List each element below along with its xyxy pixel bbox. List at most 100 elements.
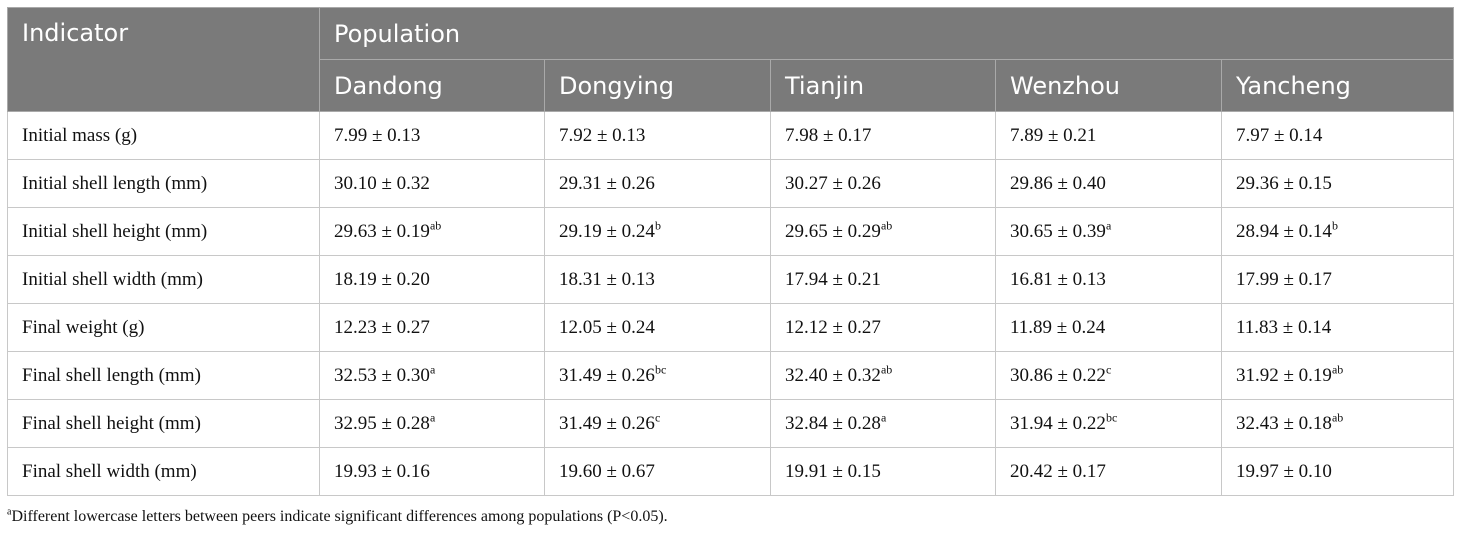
- row-label: Final shell width (mm): [7, 447, 320, 496]
- column-header: Tianjin: [770, 59, 996, 112]
- table-cell: 30.65 ± 0.39a: [995, 207, 1222, 256]
- table-cell: 32.43 ± 0.18ab: [1221, 399, 1454, 448]
- table-cell: 29.86 ± 0.40: [995, 159, 1222, 208]
- table-cell: 12.05 ± 0.24: [544, 303, 771, 352]
- table-row: Final shell width (mm) 19.93 ± 0.16 19.60 …: [7, 447, 1454, 496]
- significance-letters: ab: [1331, 362, 1344, 377]
- cell-value: 30.10 ± 0.32: [334, 172, 430, 194]
- significance-letters: bc: [654, 362, 667, 377]
- row-label: Initial shell width (mm): [7, 255, 320, 304]
- cell-value: 18.19 ± 0.20: [334, 268, 430, 290]
- table-cell: 29.65 ± 0.29ab: [770, 207, 996, 256]
- cell-value: 30.65 ± 0.39: [1010, 220, 1106, 242]
- significance-letters: a: [1105, 218, 1112, 233]
- table-row: Initial shell width (mm) 18.19 ± 0.20 18.3…: [7, 255, 1454, 304]
- significance-letters: b: [654, 218, 661, 233]
- cell-value: 19.91 ± 0.15: [785, 460, 881, 482]
- table-cell: 29.63 ± 0.19ab: [319, 207, 545, 256]
- row-label: Final shell length (mm): [7, 351, 320, 400]
- significance-letters: a: [880, 410, 887, 425]
- cell-value: 17.94 ± 0.21: [785, 268, 881, 290]
- significance-letters: a: [429, 410, 436, 425]
- cell-value: 31.92 ± 0.19: [1236, 364, 1332, 386]
- table-cell: 7.99 ± 0.13: [319, 111, 545, 160]
- significance-letters: bc: [1105, 410, 1118, 425]
- cell-value: 32.84 ± 0.28: [785, 412, 881, 434]
- table-row: Final shell height (mm) 32.95 ± 0.28a 31.4…: [7, 399, 1454, 448]
- column-header: Dandong: [319, 59, 545, 112]
- table-cell: 30.10 ± 0.32: [319, 159, 545, 208]
- footnote-marker: a: [7, 506, 12, 518]
- table-cell: 7.97 ± 0.14: [1221, 111, 1454, 160]
- table-cell: 12.23 ± 0.27: [319, 303, 545, 352]
- table-header: Indicator Population Dandong Dongying Ti…: [7, 7, 1454, 112]
- cell-value: 30.86 ± 0.22: [1010, 364, 1106, 386]
- indicator-header: Indicator: [7, 7, 320, 112]
- table-cell: 32.95 ± 0.28a: [319, 399, 545, 448]
- cell-value: 16.81 ± 0.13: [1010, 268, 1106, 290]
- table-cell: 31.94 ± 0.22bc: [995, 399, 1222, 448]
- cell-value: 32.40 ± 0.32: [785, 364, 881, 386]
- cell-value: 12.23 ± 0.27: [334, 316, 430, 338]
- table-cell: 11.83 ± 0.14: [1221, 303, 1454, 352]
- cell-value: 29.36 ± 0.15: [1236, 172, 1332, 194]
- cell-value: 19.60 ± 0.67: [559, 460, 655, 482]
- cell-value: 19.97 ± 0.10: [1236, 460, 1332, 482]
- table-cell: 32.40 ± 0.32ab: [770, 351, 996, 400]
- significance-letters: b: [1331, 218, 1338, 233]
- table-cell: 16.81 ± 0.13: [995, 255, 1222, 304]
- cell-value: 19.93 ± 0.16: [334, 460, 430, 482]
- table-cell: 29.19 ± 0.24b: [544, 207, 771, 256]
- cell-value: 11.83 ± 0.14: [1236, 316, 1332, 338]
- significance-letters: c: [654, 410, 661, 425]
- table-cell: 32.53 ± 0.30a: [319, 351, 545, 400]
- cell-value: 31.94 ± 0.22: [1010, 412, 1106, 434]
- table-cell: 18.31 ± 0.13: [544, 255, 771, 304]
- table-cell: 7.98 ± 0.17: [770, 111, 996, 160]
- significance-letters: ab: [1331, 410, 1344, 425]
- significance-letters: a: [429, 362, 436, 377]
- table-row: Final shell length (mm) 32.53 ± 0.30a 31.4…: [7, 351, 1454, 400]
- table-cell: 11.89 ± 0.24: [995, 303, 1222, 352]
- cell-value: 7.99 ± 0.13: [334, 124, 421, 146]
- footnote: aDifferent lowercase letters between pee…: [7, 506, 668, 526]
- table-row: Initial mass (g) 7.99 ± 0.13 7.92 ± 0.13 7.…: [7, 111, 1454, 160]
- table-cell: 12.12 ± 0.27: [770, 303, 996, 352]
- table-cell: 29.36 ± 0.15: [1221, 159, 1454, 208]
- cell-value: 18.31 ± 0.13: [559, 268, 655, 290]
- table-cell: 31.49 ± 0.26c: [544, 399, 771, 448]
- column-header: Yancheng: [1221, 59, 1454, 112]
- cell-value: 29.63 ± 0.19: [334, 220, 430, 242]
- cell-value: 32.53 ± 0.30: [334, 364, 430, 386]
- cell-value: 28.94 ± 0.14: [1236, 220, 1332, 242]
- table-cell: 19.91 ± 0.15: [770, 447, 996, 496]
- cell-value: 11.89 ± 0.24: [1010, 316, 1106, 338]
- cell-value: 32.43 ± 0.18: [1236, 412, 1332, 434]
- table-cell: 19.97 ± 0.10: [1221, 447, 1454, 496]
- table-cell: 32.84 ± 0.28a: [770, 399, 996, 448]
- table-cell: 31.49 ± 0.26bc: [544, 351, 771, 400]
- cell-value: 20.42 ± 0.17: [1010, 460, 1106, 482]
- table-cell: 31.92 ± 0.19ab: [1221, 351, 1454, 400]
- table-row: Initial shell length (mm) 30.10 ± 0.32 29.…: [7, 159, 1454, 208]
- cell-value: 7.92 ± 0.13: [559, 124, 646, 146]
- cell-value: 32.95 ± 0.28: [334, 412, 430, 434]
- table-cell: 7.92 ± 0.13: [544, 111, 771, 160]
- cell-value: 12.12 ± 0.27: [785, 316, 881, 338]
- cell-value: 12.05 ± 0.24: [559, 316, 655, 338]
- significance-letters: c: [1105, 362, 1112, 377]
- table-cell: 18.19 ± 0.20: [319, 255, 545, 304]
- footnote-text: Different lowercase letters between peer…: [11, 508, 668, 525]
- cell-value: 30.27 ± 0.26: [785, 172, 881, 194]
- population-header: Population: [319, 7, 1454, 60]
- table-body: Initial mass (g) 7.99 ± 0.13 7.92 ± 0.13 7.…: [7, 111, 1454, 496]
- table-cell: 30.86 ± 0.22c: [995, 351, 1222, 400]
- table-cell: 29.31 ± 0.26: [544, 159, 771, 208]
- cell-value: 17.99 ± 0.17: [1236, 268, 1332, 290]
- significance-letters: ab: [429, 218, 442, 233]
- data-table: Indicator Population Dandong Dongying Ti…: [7, 7, 1454, 496]
- column-header: Wenzhou: [995, 59, 1222, 112]
- significance-letters: ab: [880, 362, 893, 377]
- cell-value: 29.31 ± 0.26: [559, 172, 655, 194]
- cell-value: 31.49 ± 0.26: [559, 412, 655, 434]
